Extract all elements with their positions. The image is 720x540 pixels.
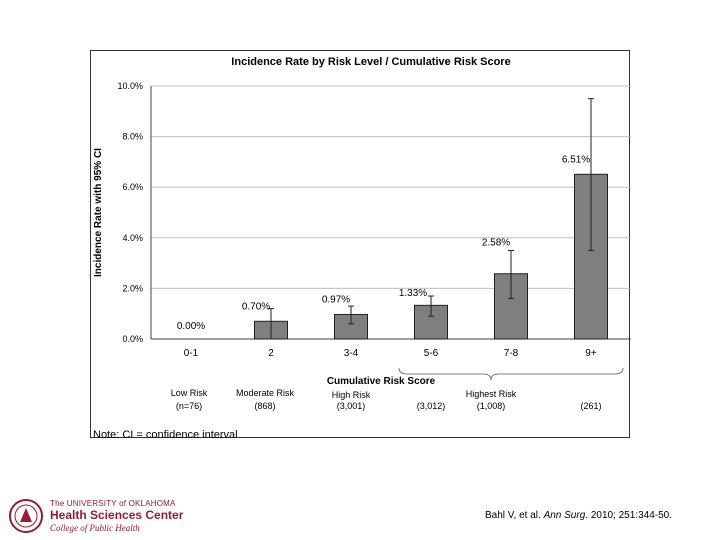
citation-journal: Ann Surg [543,510,586,521]
logo-line-2: Health Sciences Center [50,508,184,522]
value-label: 6.51% [562,154,590,165]
highest-risk-brace [398,367,624,381]
chart-note: Note: CI = confidence interval [93,429,238,439]
citation-rest: . 2010; 251:344-50. [585,510,673,521]
y-tick-label: 8.0% [122,132,143,142]
risk-group-n: (868) [254,401,275,411]
risk-group-label: Moderate Risk [236,388,295,398]
x-tick-label: 7-8 [504,348,519,359]
y-tick-label: 0.0% [122,334,143,344]
value-label: 1.33% [399,288,427,299]
logo-line-3: College of Public Health [50,523,140,533]
logo-line-1: The UNIVERSITY of OKLAHOMA [50,499,176,508]
value-label: 0.00% [177,321,205,332]
seal-icon [9,499,43,533]
bar-chart: Incidence Rate by Risk Level / Cumulativ… [93,56,631,439]
risk-group-n: (3,012) [417,401,446,411]
risk-group-label: Highest Risk [466,389,517,399]
x-tick-label: 5-6 [424,348,439,359]
x-tick-label: 3-4 [344,348,359,359]
risk-group-n: (n=76) [176,401,202,411]
citation: Bahl V, et al. Ann Surg. 2010; 251:344-5… [485,510,672,521]
value-label: 0.70% [242,301,270,312]
risk-group-n: (3,001) [337,401,366,411]
y-axis-label: Incidence Rate with 95% CI [93,148,104,277]
risk-group-label: Low Risk [171,388,208,398]
university-logo: The UNIVERSITY of OKLAHOMA Health Scienc… [8,496,183,536]
y-tick-label: 4.0% [122,233,143,243]
x-axis-label: Cumulative Risk Score [327,376,436,387]
x-tick-label: 0-1 [184,348,199,359]
value-label: 2.58% [482,237,510,248]
value-label: 0.97% [322,294,350,305]
risk-group-label: High Risk [332,390,371,400]
chart-frame: Incidence Rate by Risk Level / Cumulativ… [90,50,631,439]
y-tick-label: 2.0% [122,283,143,293]
risk-group-n: (1,008) [477,401,506,411]
x-tick-label: 2 [268,348,274,359]
chart-title: Incidence Rate by Risk Level / Cumulativ… [231,56,510,68]
x-tick-label: 9+ [585,348,597,359]
citation-authors: Bahl V, et al. [485,510,544,521]
y-tick-label: 10.0% [117,81,143,91]
risk-group-n: (261) [580,401,601,411]
bar [334,313,368,340]
y-tick-label: 6.0% [122,182,143,192]
